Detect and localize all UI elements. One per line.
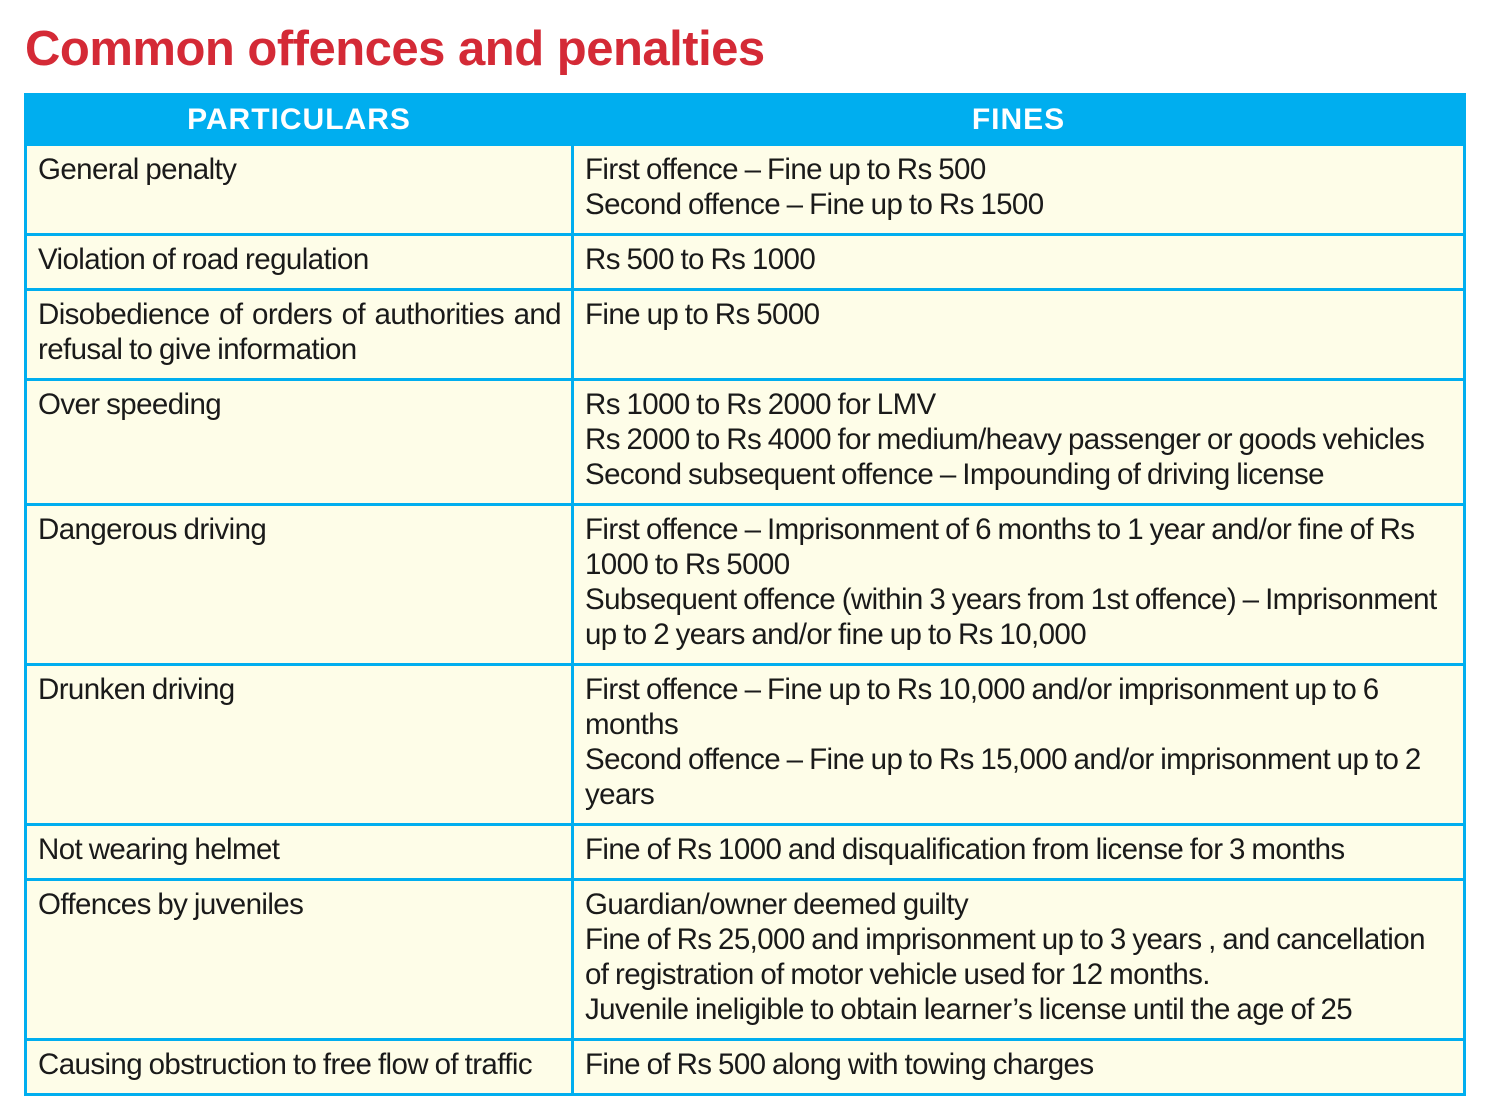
table-row: Offences by juveniles Guardian/owner dee… [24,878,1466,1041]
column-header-particulars: PARTICULARS [24,93,574,146]
table-row: Causing obstruction to free flow of traf… [24,1038,1466,1096]
table-row: Violation of road regulation Rs 500 to R… [24,233,1466,291]
particular-cell: Over speeding [24,378,574,506]
fine-line: Second offence – Fine up to Rs 15,000 an… [585,743,1421,811]
particular-cell: Not wearing helmet [24,823,574,881]
fine-line: First offence – Imprisonment of 6 months… [585,513,1415,581]
particular-cell: Causing obstruction to free flow of traf… [24,1038,574,1096]
table-row: Dangerous driving First offence – Impris… [24,503,1466,666]
fines-cell: Fine of Rs 500 along with towing charges [571,1038,1466,1096]
table-row: General penalty First offence – Fine up … [24,143,1466,236]
particular-cell: Drunken driving [24,663,574,826]
particular-cell: Disobedience of orders of authorities an… [24,288,574,381]
fine-line: Fine of Rs 500 along with towing charges [585,1048,1094,1081]
fines-cell: First offence – Imprisonment of 6 months… [571,503,1466,666]
fine-line: Second offence – Fine up to Rs 1500 [585,188,1044,221]
fine-line: Rs 500 to Rs 1000 [585,243,816,276]
fine-line: Rs 1000 to Rs 2000 for LMV [585,388,936,421]
fines-cell: Rs 1000 to Rs 2000 for LMV Rs 2000 to Rs… [571,378,1466,506]
fine-line: Second subsequent offence – Impounding o… [585,458,1325,491]
particular-cell: General penalty [24,143,574,236]
table-header-row: PARTICULARS FINES [24,93,1466,146]
page-title: Common offences and penalties [25,22,765,76]
fines-cell: Guardian/owner deemed guilty Fine of Rs … [571,878,1466,1041]
fines-cell: Fine up to Rs 5000 [571,288,1466,381]
table-row: Not wearing helmet Fine of Rs 1000 and d… [24,823,1466,881]
fine-line: Guardian/owner deemed guilty [585,888,969,921]
particular-cell: Offences by juveniles [24,878,574,1041]
particular-cell: Dangerous driving [24,503,574,666]
fine-line: Juvenile ineligible to obtain learner’s … [585,993,1353,1026]
fine-line: Fine up to Rs 5000 [585,298,820,331]
column-header-fines: FINES [571,93,1466,146]
fine-line: Rs 2000 to Rs 4000 for medium/heavy pass… [585,423,1425,456]
fines-cell: First offence – Fine up to Rs 500 Second… [571,143,1466,236]
fines-cell: First offence – Fine up to Rs 10,000 and… [571,663,1466,826]
fines-cell: Fine of Rs 1000 and disqualification fro… [571,823,1466,881]
particular-cell: Violation of road regulation [24,233,574,291]
table-row: Drunken driving First offence – Fine up … [24,663,1466,826]
fine-line: Fine of Rs 25,000 and imprisonment up to… [585,923,1425,991]
fines-cell: Rs 500 to Rs 1000 [571,233,1466,291]
fine-line: First offence – Fine up to Rs 10,000 and… [585,673,1379,741]
offences-table: PARTICULARS FINES General penalty First … [24,93,1466,1096]
table-row: Over speeding Rs 1000 to Rs 2000 for LMV… [24,378,1466,506]
fine-line: Fine of Rs 1000 and disqualification fro… [585,833,1345,866]
table-row: Disobedience of orders of authorities an… [24,288,1466,381]
fine-line: Subsequent offence (within 3 years from … [585,583,1437,651]
fine-line: First offence – Fine up to Rs 500 [585,153,986,186]
